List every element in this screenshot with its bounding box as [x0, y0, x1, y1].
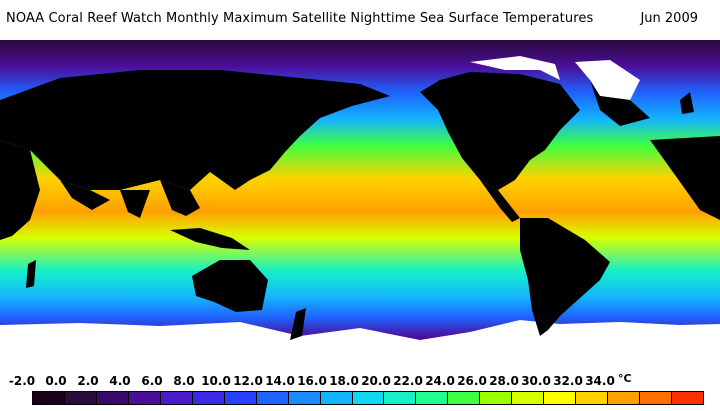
- scale-swatch: [288, 392, 321, 404]
- scale-swatch: [640, 392, 673, 404]
- scale-swatch: [576, 392, 609, 404]
- arabia-india: [60, 180, 150, 218]
- scale-swatch: [192, 392, 225, 404]
- uk: [680, 92, 694, 114]
- unit-label: °C: [618, 372, 632, 385]
- scale-tick-label: 34.0: [585, 374, 615, 388]
- scale-swatch: [608, 392, 641, 404]
- greenland: [590, 80, 650, 126]
- scale-tick-label: 6.0: [141, 374, 163, 388]
- sst-map: [0, 40, 720, 370]
- scale-swatch: [320, 392, 353, 404]
- scale-tick-label: 10.0: [201, 374, 231, 388]
- scale-tick-label: 12.0: [233, 374, 263, 388]
- scale-tick-label: 2.0: [77, 374, 99, 388]
- scale-swatch: [672, 392, 704, 404]
- color-scale-ticks: -2.0 0.0 2.0 4.0 6.0 8.0 10.0 12.0 14.0 16.0 18.0 2…: [0, 374, 720, 392]
- scale-tick-label: 14.0: [265, 374, 295, 388]
- arctic-ice: [470, 56, 560, 80]
- australia: [192, 260, 268, 312]
- scale-swatch: [384, 392, 417, 404]
- scale-swatch: [64, 392, 97, 404]
- scale-swatch: [352, 392, 385, 404]
- scale-swatch: [416, 392, 449, 404]
- scale-tick-label: 22.0: [393, 374, 423, 388]
- scale-swatch: [448, 392, 481, 404]
- map-date: Jun 2009: [640, 11, 698, 26]
- eurasia: [0, 70, 390, 190]
- central-america: [480, 180, 520, 222]
- scale-swatch: [544, 392, 577, 404]
- north-america: [420, 72, 580, 190]
- scale-tick-label: 18.0: [329, 374, 359, 388]
- color-scale-bar: [32, 391, 704, 405]
- scale-tick-label: 26.0: [457, 374, 487, 388]
- map-title: NOAA Coral Reef Watch Monthly Maximum Sa…: [6, 11, 594, 26]
- scale-swatch: [512, 392, 545, 404]
- greenland-ice: [575, 60, 640, 100]
- south-america: [520, 218, 610, 336]
- scale-tick-label: 24.0: [425, 374, 455, 388]
- scale-tick-label: 30.0: [521, 374, 551, 388]
- scale-tick-label: 32.0: [553, 374, 583, 388]
- scale-swatch: [128, 392, 161, 404]
- scale-tick-label: 28.0: [489, 374, 519, 388]
- scale-swatch: [224, 392, 257, 404]
- japan: [228, 120, 246, 160]
- indonesia: [170, 228, 250, 250]
- southeast-asia: [160, 180, 200, 216]
- scale-tick-label: 4.0: [109, 374, 131, 388]
- scale-tick-label: 0.0: [45, 374, 67, 388]
- scale-swatch: [256, 392, 289, 404]
- scale-swatch: [96, 392, 129, 404]
- scale-tick-label: 8.0: [173, 374, 195, 388]
- scale-swatch: [160, 392, 193, 404]
- scale-tick-label: 16.0: [297, 374, 327, 388]
- scale-swatch: [480, 392, 513, 404]
- scale-tick-label: -2.0: [8, 374, 36, 388]
- scale-swatch: [33, 392, 65, 404]
- new-zealand: [290, 308, 306, 340]
- madagascar: [26, 260, 36, 288]
- scale-tick-label: 20.0: [361, 374, 391, 388]
